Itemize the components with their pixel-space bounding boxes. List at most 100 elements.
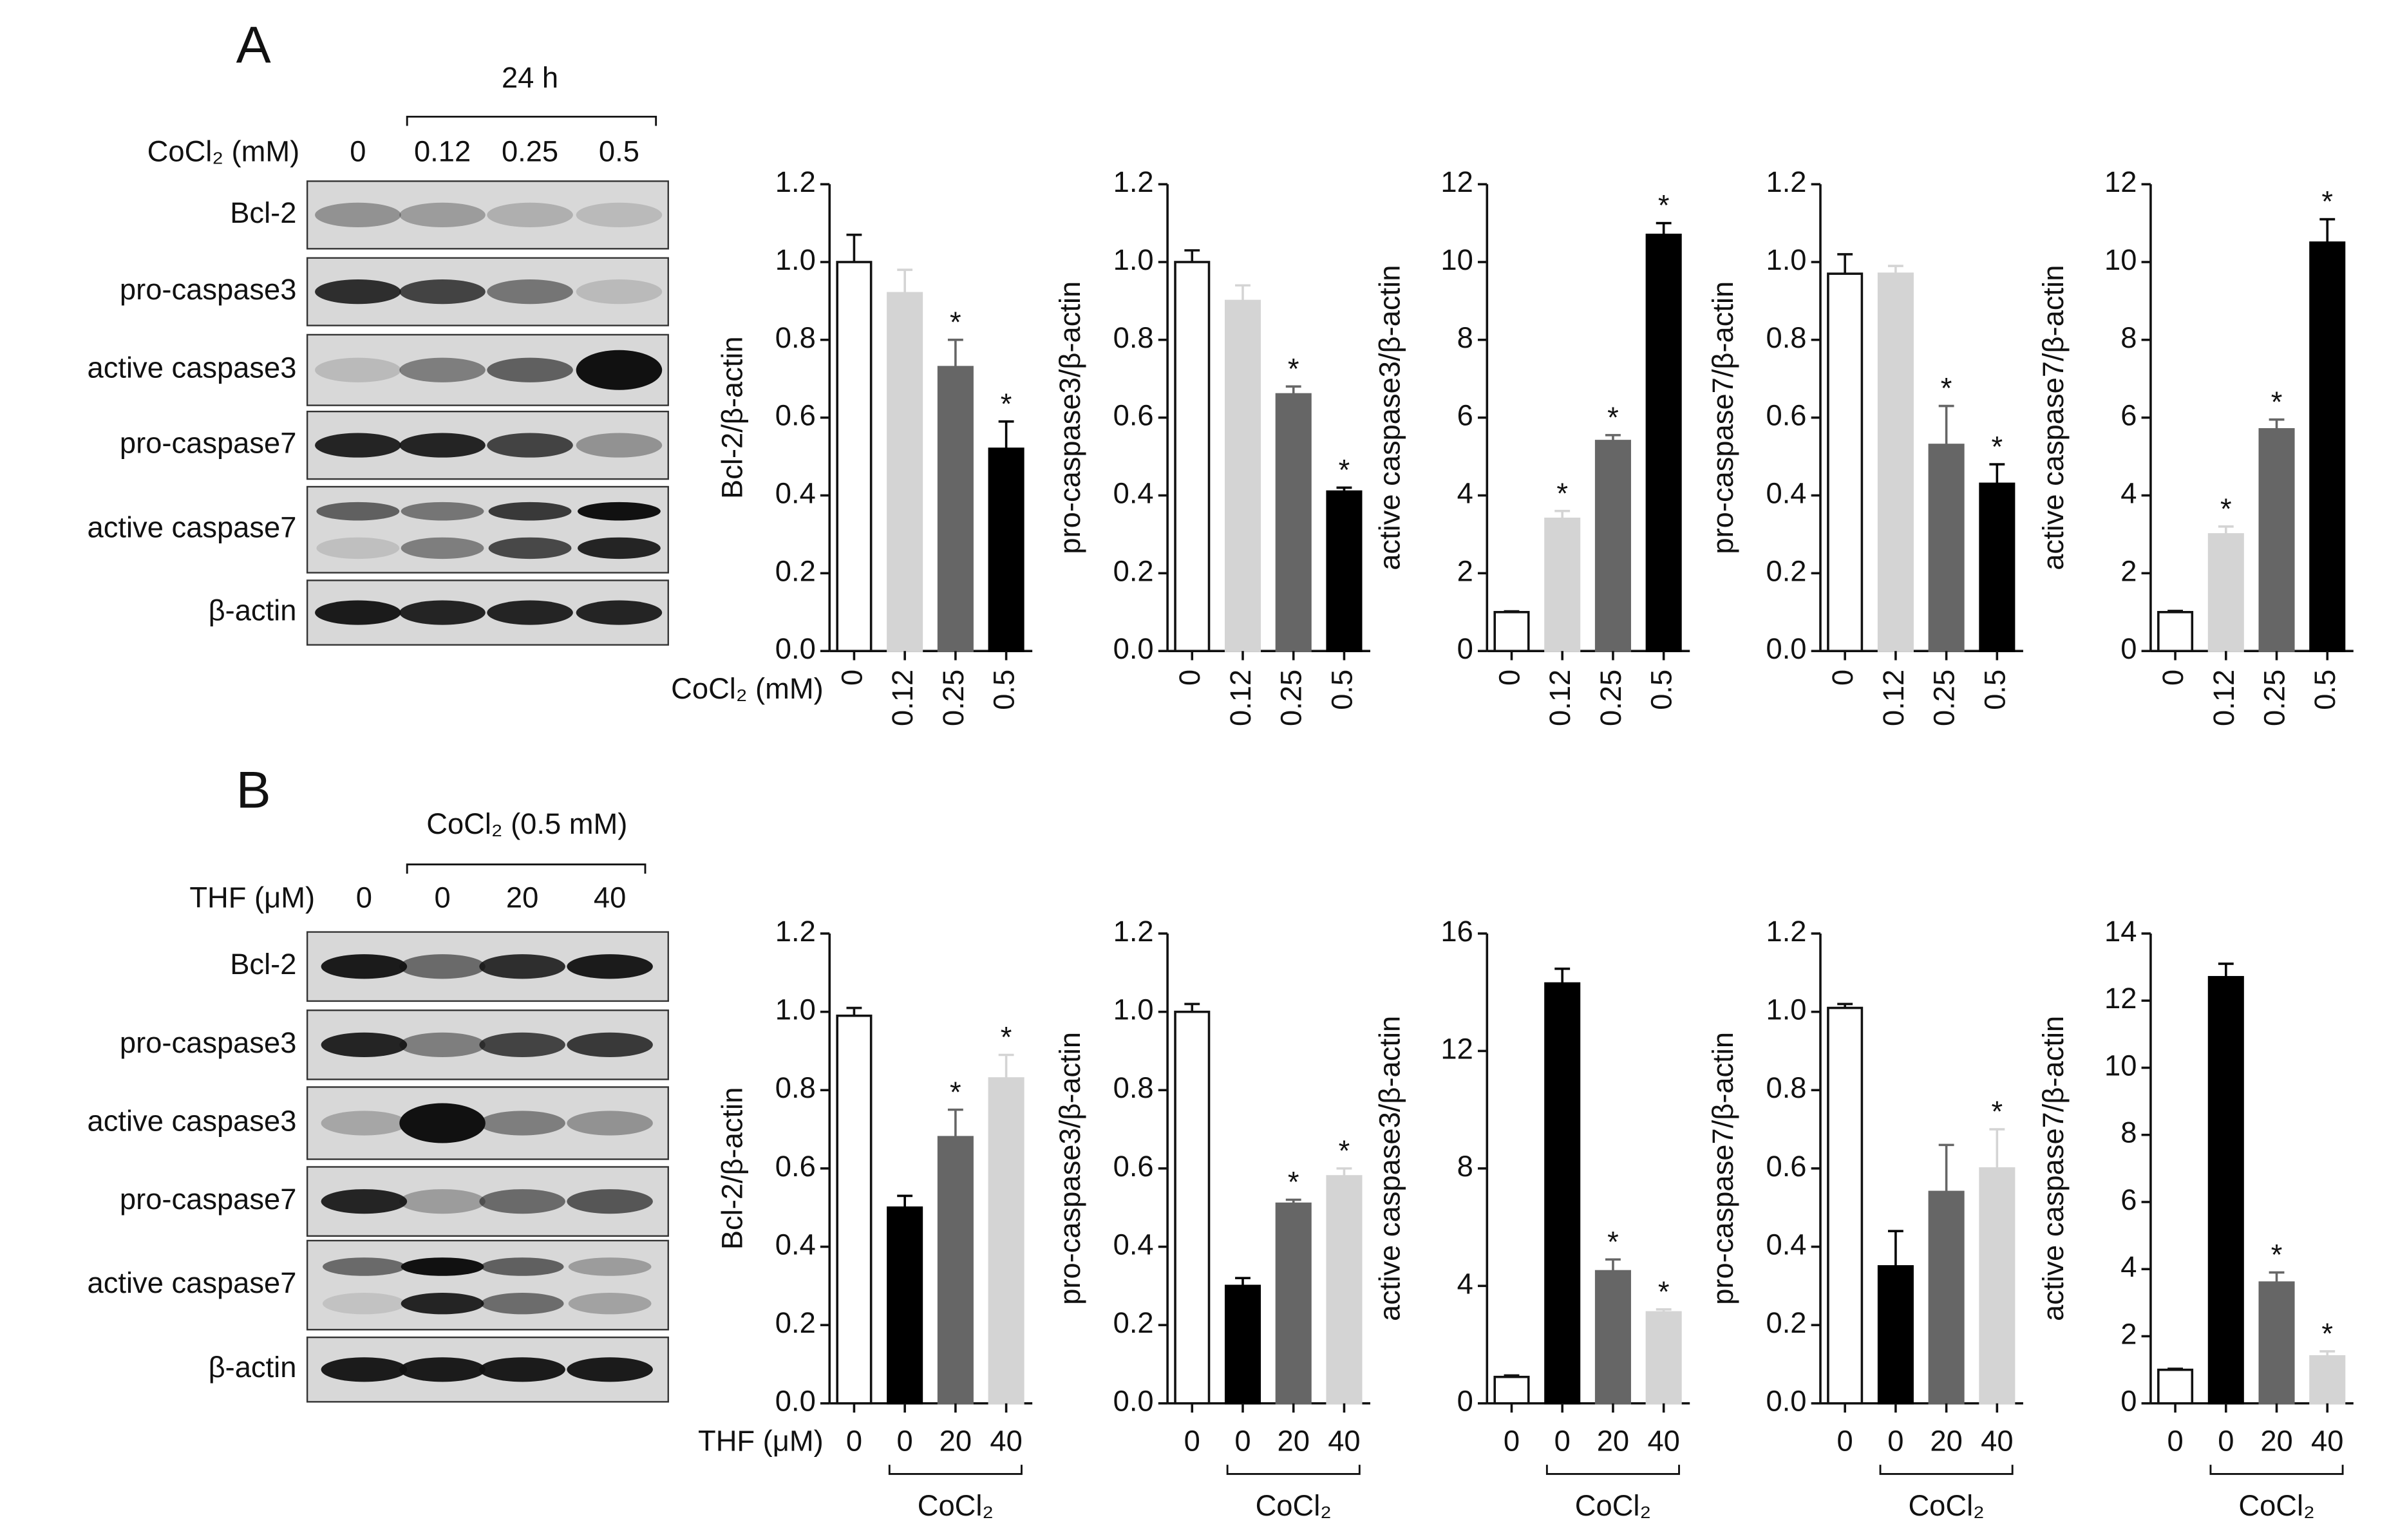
blot-row-label: Bcl-2: [230, 948, 296, 981]
y-tick-label: 0.4: [1766, 476, 1807, 509]
treatment-bracket: [406, 863, 647, 874]
y-tick-label: 0.8: [775, 321, 816, 354]
bar: [1928, 444, 1965, 652]
y-tick-label: 0.4: [1113, 476, 1154, 509]
blot-row-label: pro-caspase3: [120, 1026, 297, 1059]
significance-mark: *: [1607, 1225, 1619, 1258]
bar: [2258, 428, 2295, 652]
bar: [1594, 440, 1631, 652]
x-tick-label: 20: [939, 1425, 972, 1458]
significance-mark: *: [1607, 401, 1619, 434]
y-tick-label: 12: [1440, 165, 1473, 198]
significance-mark: *: [1288, 352, 1299, 385]
x-tick-label: 0: [835, 670, 868, 686]
group-label: CoCl₂: [918, 1489, 994, 1522]
x-tick-label: 20: [1597, 1425, 1629, 1458]
x-tick-label: 20: [1278, 1425, 1310, 1458]
y-tick-label: 0.6: [1113, 399, 1154, 432]
x-tick-label: 0.5: [1325, 670, 1358, 710]
significance-mark: *: [1288, 1166, 1299, 1199]
y-tick-label: 0: [1457, 632, 1473, 665]
y-tick-label: 16: [1440, 915, 1473, 948]
blot-band: [567, 1189, 653, 1214]
significance-mark: *: [1339, 454, 1350, 487]
blot-band: [568, 1257, 652, 1276]
bar: [988, 1077, 1024, 1405]
group-bracket: [1879, 1465, 2014, 1475]
blot-band: [479, 1111, 565, 1136]
x-axis-label: CoCl₂ (mM): [671, 672, 824, 705]
x-tick-label: 0.12: [886, 670, 919, 726]
lane-label: 0.12: [414, 135, 471, 167]
significance-mark: *: [1001, 388, 1012, 420]
y-tick-label: 10: [2104, 1049, 2137, 1082]
group-bracket: [1545, 1465, 1680, 1475]
significance-mark: *: [950, 306, 961, 339]
bar: [937, 1136, 974, 1405]
x-tick-label: 0.5: [988, 670, 1021, 710]
significance-mark: *: [1339, 1134, 1350, 1167]
y-axis-label: active caspase3/β-actin: [1373, 265, 1406, 570]
y-tick-label: 0.6: [1766, 399, 1807, 432]
y-axis-label: active caspase7/β-actin: [2037, 1016, 2070, 1321]
y-tick-label: 0.4: [1766, 1228, 1807, 1261]
blot-row-label: active caspase3: [88, 1104, 297, 1137]
y-tick-label: 0.8: [1113, 321, 1154, 354]
bar: [1645, 1311, 1682, 1405]
blot-band: [480, 1257, 564, 1276]
treatment-bracket: [406, 115, 657, 126]
blot-band: [315, 279, 401, 305]
blot-band: [401, 1293, 484, 1315]
blot-band: [401, 1257, 484, 1276]
blot-band: [399, 433, 486, 458]
y-tick-label: 10: [1440, 243, 1473, 276]
blot-band: [315, 433, 401, 458]
blot-band: [567, 954, 653, 979]
y-tick-label: 0.0: [775, 632, 816, 665]
blot-row-label: β-actin: [209, 594, 297, 627]
bar: [836, 1014, 873, 1405]
blot-band: [399, 279, 486, 305]
x-tick-label: 0: [1184, 1425, 1200, 1458]
y-tick-label: 0.6: [1766, 1150, 1807, 1183]
bar: [1544, 982, 1581, 1405]
y-tick-label: 1.0: [1766, 243, 1807, 276]
blot-band: [399, 1103, 486, 1143]
bar: [836, 261, 873, 652]
blot-band: [399, 202, 486, 227]
blot-row-label: pro-caspase7: [120, 427, 297, 460]
bar: [2309, 1355, 2346, 1405]
x-tick-label: 0: [1173, 670, 1206, 686]
y-tick-label: 0.0: [1113, 632, 1154, 665]
blot-row-label: pro-caspase7: [120, 1183, 297, 1216]
blot-band: [399, 1189, 486, 1214]
y-tick-label: 8: [2120, 1116, 2137, 1149]
x-tick-label: 0.5: [1645, 670, 1678, 710]
bar: [2258, 1281, 2295, 1405]
bar: [1493, 1375, 1530, 1405]
bar: [937, 366, 974, 652]
lane-label: 40: [594, 881, 626, 914]
blot-band: [487, 202, 573, 227]
y-tick-label: 0.8: [775, 1071, 816, 1104]
blot-band: [401, 537, 484, 559]
blot-row-label: active caspase7: [88, 1266, 297, 1299]
blot-image: [306, 1239, 669, 1331]
y-tick-label: 0.2: [1113, 1306, 1154, 1339]
blot-band: [487, 357, 573, 382]
bar: [988, 447, 1024, 652]
x-tick-label: 0.12: [1224, 670, 1257, 726]
lane-label: 0.25: [502, 135, 558, 167]
blot-band: [576, 202, 663, 227]
blot-band: [479, 1189, 565, 1214]
significance-mark: *: [950, 1076, 961, 1109]
blot-band: [321, 1189, 408, 1214]
y-tick-label: 0.4: [1113, 1228, 1154, 1261]
bar: [1275, 1202, 1312, 1405]
blot-band: [488, 502, 572, 521]
blot-image: [306, 485, 669, 574]
y-axis-label: pro-caspase3/β-actin: [1053, 281, 1086, 554]
x-tick-label: 0.25: [1928, 670, 1961, 726]
group-bracket: [2209, 1465, 2344, 1475]
blot-band: [316, 502, 400, 521]
